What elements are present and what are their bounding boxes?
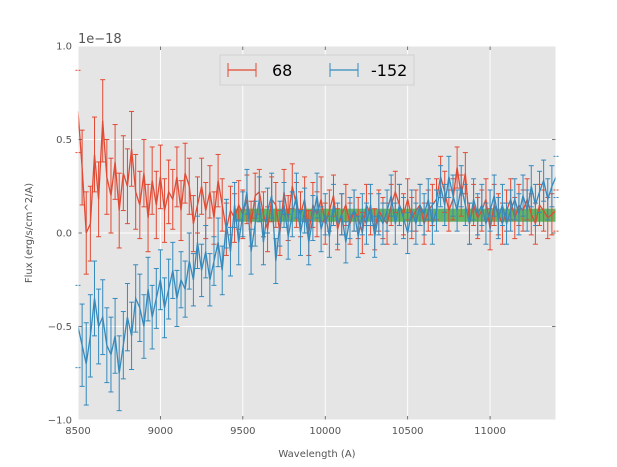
y-tick-label: −1.0	[48, 416, 72, 427]
legend: 68 -152	[219, 54, 415, 86]
x-axis-label: Wavelength (A)	[278, 449, 355, 460]
axes-frame	[77, 45, 557, 421]
x-tick-label: 9500	[230, 426, 255, 437]
x-tick-label: 10500	[392, 426, 424, 437]
legend-label-68: 68	[272, 61, 292, 80]
y-tick-label: −0.5	[48, 322, 72, 333]
y-offset-label: 1e−18	[78, 32, 122, 47]
legend-marker-68	[227, 63, 257, 77]
series-1	[75, 155, 559, 412]
series-line	[77, 176, 557, 374]
axis-ticks: 8500 9000 9500 10000 10500 11000 −1.0 −0.5 0.0 0.…	[48, 42, 557, 437]
x-tick-label: 8500	[65, 426, 90, 437]
y-axis-label: Flux (erg/s/cm^2/A)	[24, 183, 35, 283]
series-layer	[75, 69, 559, 412]
y-tick-label: 1.0	[56, 42, 72, 53]
x-tick-label: 11000	[474, 426, 506, 437]
y-tick-label: 0.0	[56, 229, 72, 240]
legend-marker-152	[329, 63, 359, 77]
y-tick-label: 0.5	[56, 135, 72, 146]
legend-label-152: -152	[371, 61, 407, 80]
x-tick-label: 9000	[148, 426, 173, 437]
x-tick-label: 10000	[309, 426, 341, 437]
